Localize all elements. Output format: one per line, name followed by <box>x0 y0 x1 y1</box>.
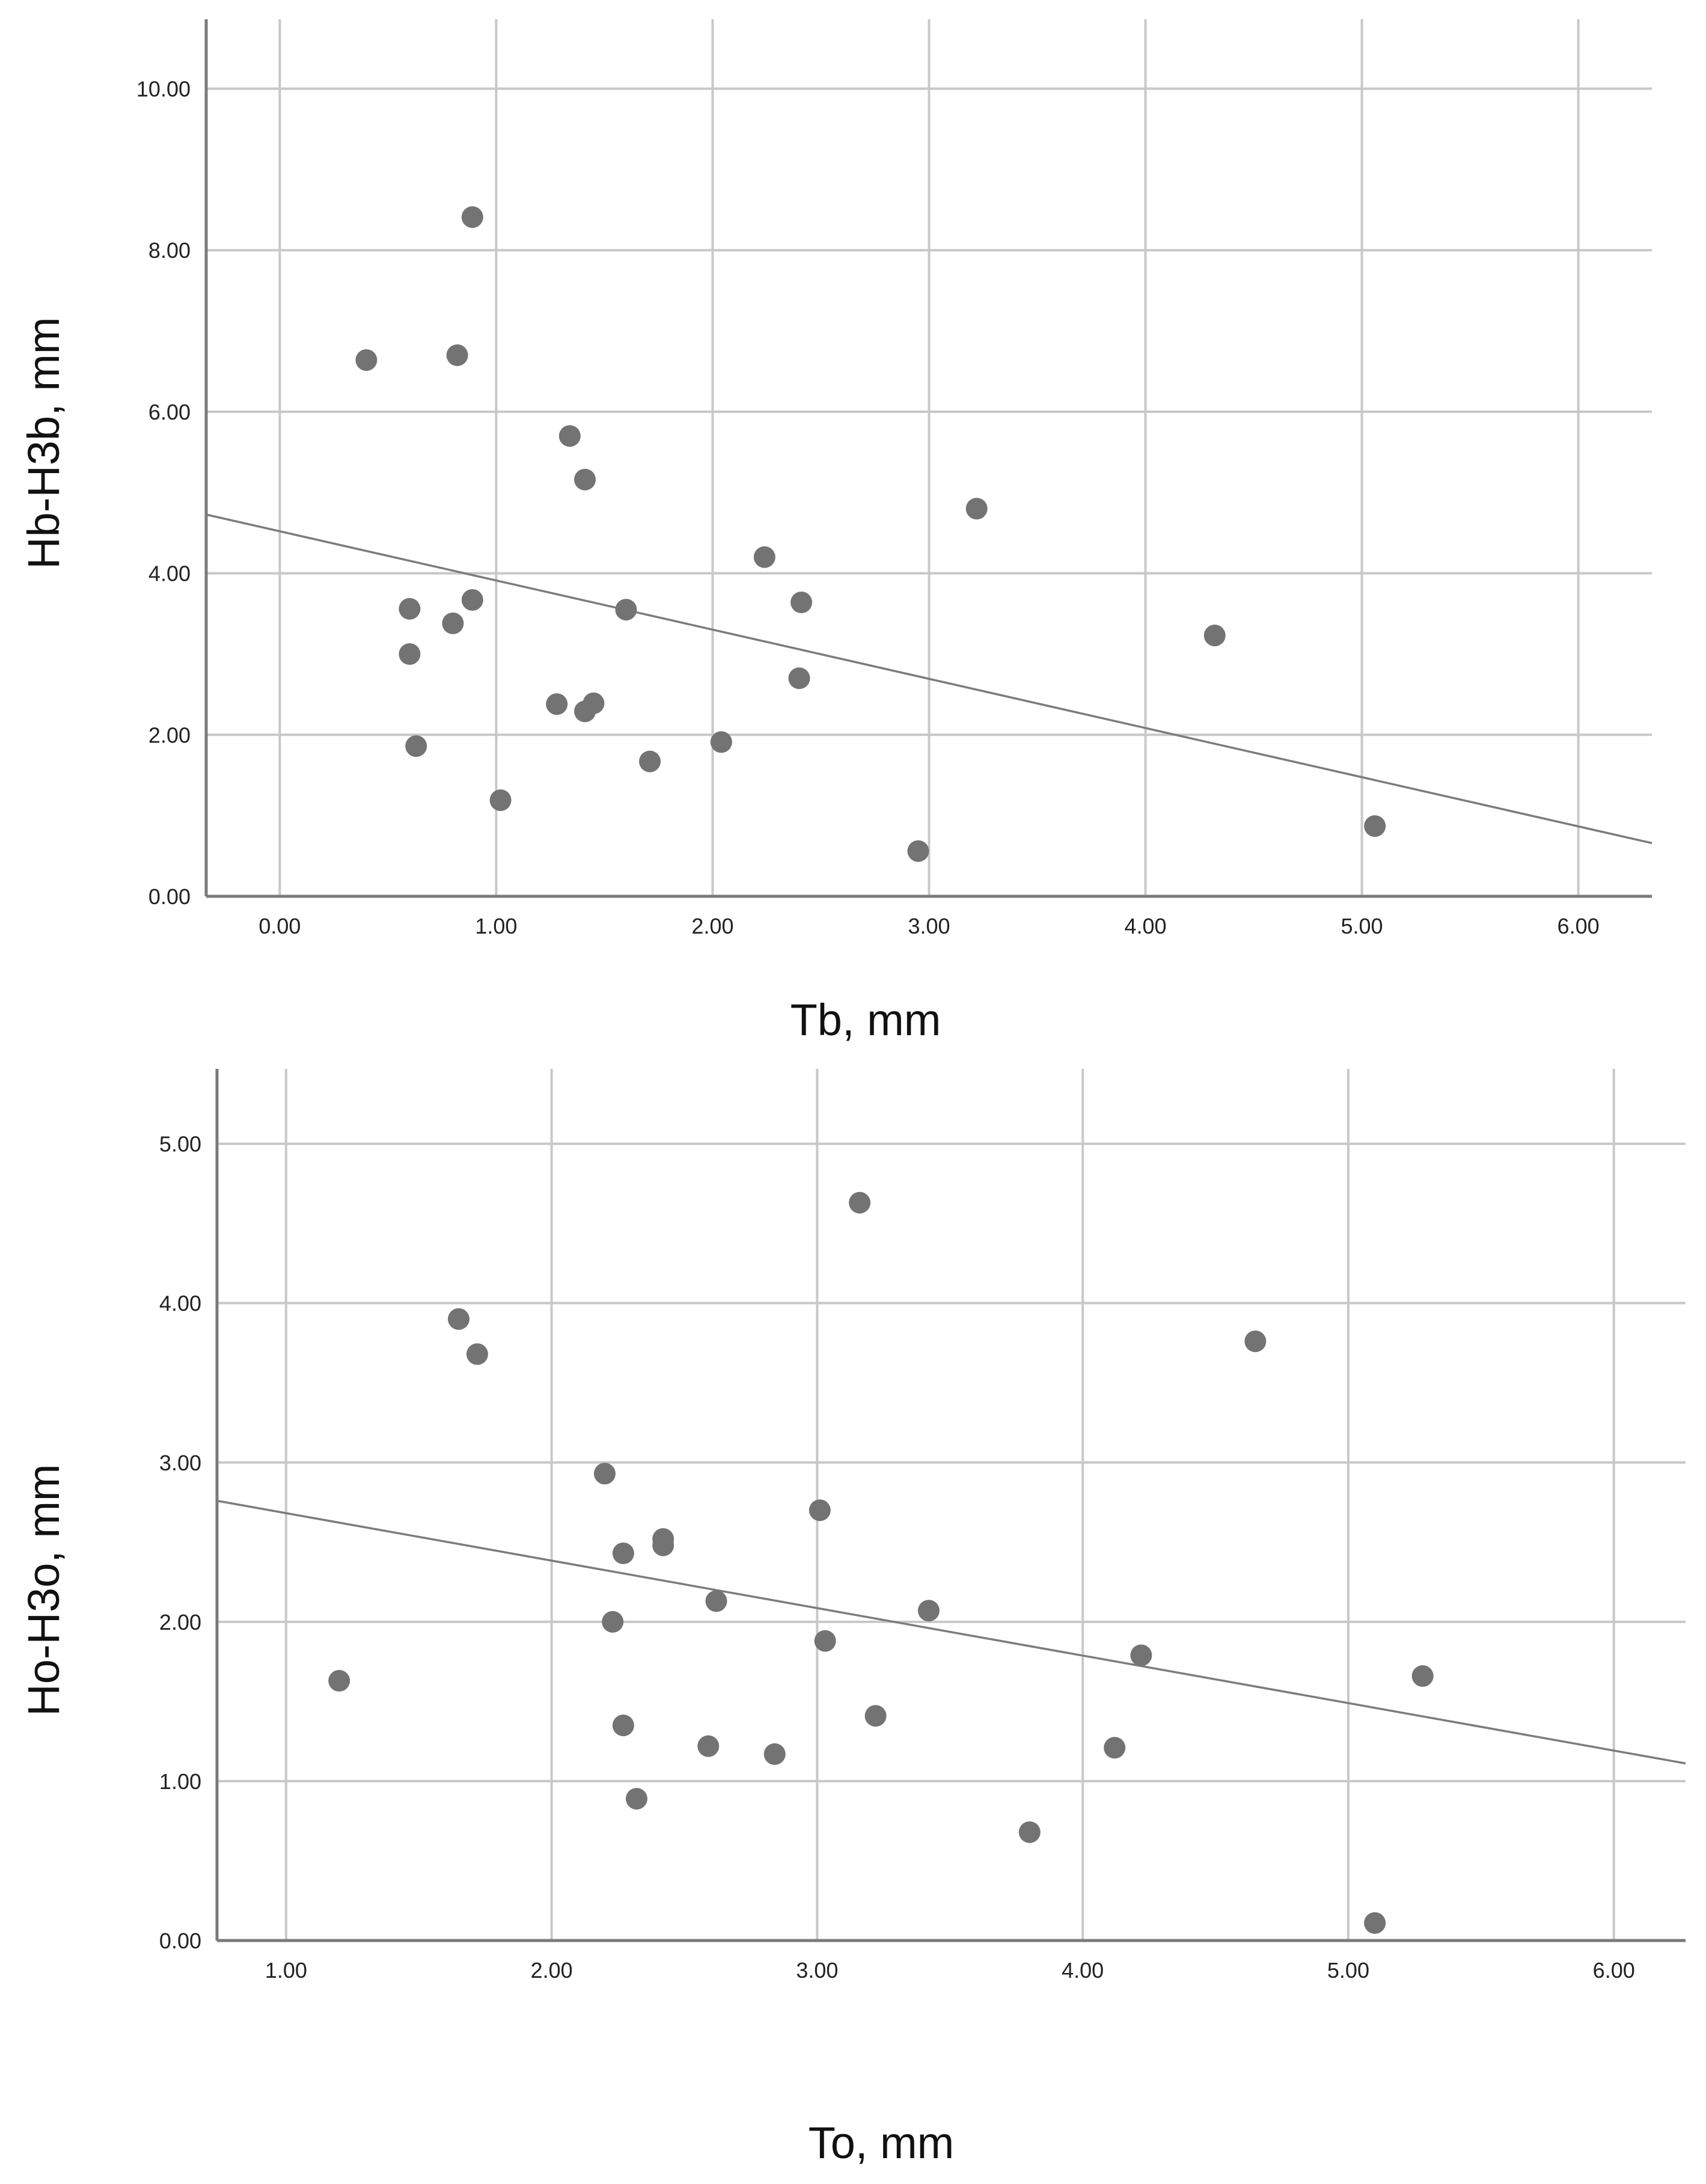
chart-top-data-point <box>907 840 929 862</box>
chart-top-xtick-label: 5.00 <box>1341 914 1383 938</box>
chart-top-ytick-label: 0.00 <box>148 884 191 909</box>
chart-top-data-point <box>1364 815 1386 837</box>
chart-bottom-data-point <box>1104 1737 1126 1759</box>
chart-bottom-data-point <box>612 1542 634 1564</box>
chart-bottom-ytick-label: 5.00 <box>159 1132 201 1157</box>
chart-top-y-axis-label: Hb-H3b, mm <box>19 317 69 569</box>
chart-top-xtick-label: 1.00 <box>475 914 517 938</box>
chart-bottom-data-point <box>1411 1665 1434 1687</box>
chart-top-data-point <box>582 692 605 714</box>
chart-top-xtick-label: 3.00 <box>908 914 950 938</box>
chart-bottom: 1.00 2.00 3.00 4.00 5.00 6.00 0.00 1.00 2.00 3.0… <box>19 1069 1686 2168</box>
chart-bottom-points <box>328 1191 1434 1934</box>
chart-top-data-point <box>790 591 813 613</box>
chart-bottom-xticks: 1.00 2.00 3.00 4.00 5.00 6.00 <box>265 1958 1635 1983</box>
chart-bottom-data-point <box>626 1788 647 1810</box>
chart-top-data-point <box>405 735 427 757</box>
chart-bottom-yticks: 0.00 1.00 2.00 3.00 4.00 5.00 <box>159 1132 201 1953</box>
chart-top-x-axis-label: Tb, mm <box>790 995 941 1045</box>
chart-bottom-data-point <box>1018 1821 1041 1843</box>
chart-top-fit-line <box>206 513 1652 845</box>
chart-bottom-axes <box>215 1069 1686 1942</box>
chart-bottom-data-point <box>705 1590 727 1612</box>
chart-top-ytick-label: 6.00 <box>148 400 191 424</box>
chart-bottom-data-point <box>763 1743 786 1765</box>
chart-top-ytick-label: 10.00 <box>136 77 191 102</box>
chart-bottom-xtick-label: 4.00 <box>1062 1958 1104 1983</box>
chart-top-fit <box>206 513 1652 845</box>
chart-bottom-xtick-label: 3.00 <box>796 1958 838 1983</box>
chart-bottom-ytick-label: 2.00 <box>159 1610 201 1635</box>
chart-bottom-ytick-label: 1.00 <box>159 1769 201 1794</box>
chart-top: 0.00 1.00 2.00 3.00 4.00 5.00 6.00 0.00 2.00 4.0… <box>19 19 1652 1045</box>
chart-bottom-data-point <box>593 1463 616 1485</box>
chart-bottom-data-point <box>1244 1330 1267 1353</box>
chart-top-data-point <box>710 731 732 753</box>
chart-bottom-data-point <box>864 1705 887 1727</box>
chart-top-data-point <box>639 750 661 772</box>
chart-bottom-y-axis-label: Ho-H3o, mm <box>19 1464 69 1716</box>
chart-bottom-grid <box>217 1069 1686 1941</box>
chart-top-data-point <box>965 498 988 520</box>
chart-bottom-x-axis-label: To, mm <box>809 2118 955 2168</box>
chart-top-data-point <box>399 598 421 620</box>
chart-bottom-data-point <box>849 1191 871 1214</box>
chart-top-ytick-label: 4.00 <box>148 561 191 586</box>
chart-top-xtick-label: 2.00 <box>691 914 733 938</box>
chart-top-data-point <box>558 425 581 447</box>
chart-bottom-data-point <box>466 1343 488 1365</box>
chart-bottom-xtick-label: 5.00 <box>1327 1958 1369 1983</box>
chart-bottom-fit-line <box>216 1499 1686 1765</box>
chart-top-data-point <box>788 667 810 690</box>
chart-bottom-xtick-label: 6.00 <box>1593 1958 1635 1983</box>
chart-bottom-ytick-label: 4.00 <box>159 1291 201 1316</box>
chart-top-xtick-label: 4.00 <box>1124 914 1166 938</box>
chart-top-grid <box>206 19 1652 896</box>
chart-top-data-point <box>1203 625 1226 647</box>
chart-bottom-data-point <box>809 1499 831 1522</box>
chart-bottom-data-point <box>652 1534 674 1556</box>
chart-top-data-point <box>461 206 483 228</box>
chart-top-data-point <box>442 612 464 634</box>
chart-top-data-point <box>461 589 483 611</box>
chart-bottom-xtick-label: 1.00 <box>265 1958 307 1983</box>
chart-top-data-point <box>546 693 568 715</box>
chart-bottom-data-point <box>602 1610 624 1633</box>
chart-top-xtick-label: 0.00 <box>258 914 301 938</box>
chart-top-data-point <box>753 546 775 568</box>
chart-top-data-point <box>615 599 637 621</box>
chart-top-data-point <box>574 468 596 491</box>
chart-top-data-point <box>355 349 378 371</box>
chart-bottom-data-point <box>814 1630 836 1652</box>
chart-bottom-data-point <box>917 1600 940 1622</box>
chart-top-data-point <box>399 643 421 665</box>
chart-top-xtick-label: 6.00 <box>1558 914 1600 938</box>
chart-bottom-data-point <box>328 1669 350 1692</box>
chart-top-axes <box>204 19 1652 898</box>
chart-bottom-data-point <box>612 1714 634 1737</box>
chart-bottom-fit <box>216 1499 1686 1765</box>
chart-bottom-xtick-label: 2.00 <box>531 1958 573 1983</box>
chart-bottom-ytick-label: 3.00 <box>159 1451 201 1475</box>
chart-top-ytick-label: 8.00 <box>148 238 191 263</box>
chart-bottom-data-point <box>448 1308 470 1330</box>
chart-bottom-data-point <box>1364 1912 1386 1934</box>
chart-bottom-data-point <box>1130 1644 1152 1666</box>
chart-top-data-point <box>446 344 468 366</box>
chart-top-ytick-label: 2.00 <box>148 723 191 747</box>
chart-bottom-data-point <box>697 1735 720 1757</box>
chart-bottom-ytick-label: 0.00 <box>159 1929 201 1953</box>
chart-top-xticks: 0.00 1.00 2.00 3.00 4.00 5.00 6.00 <box>258 914 1599 938</box>
chart-top-points <box>355 206 1386 862</box>
chart-top-data-point <box>489 789 512 812</box>
chart-top-yticks: 0.00 2.00 4.00 6.00 8.00 10.00 <box>136 77 191 909</box>
